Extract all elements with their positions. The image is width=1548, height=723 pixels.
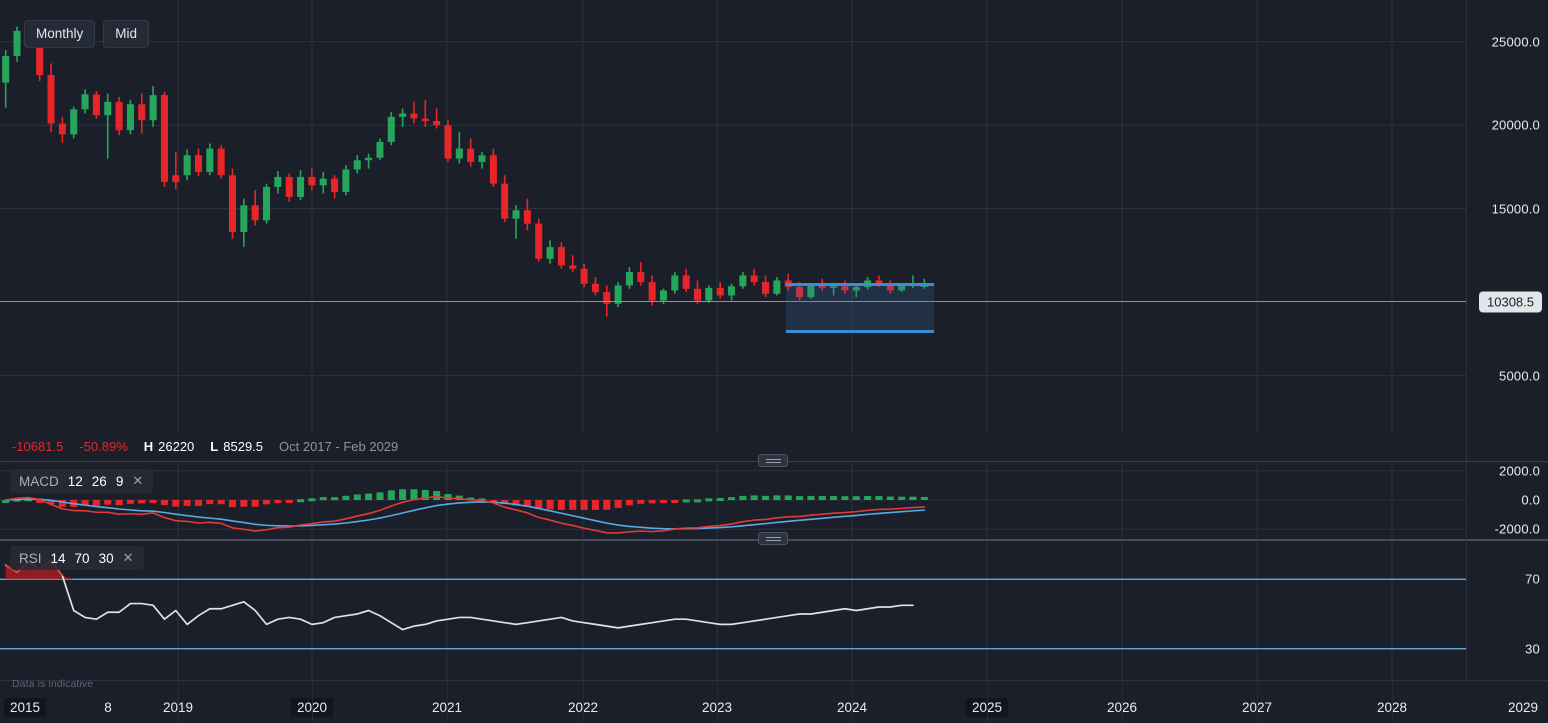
grid-line bbox=[447, 680, 448, 723]
macd-axis-tick: 2000.0 bbox=[1499, 463, 1540, 479]
candlestick-canvas bbox=[0, 0, 1466, 434]
rsi-canvas bbox=[0, 541, 1466, 680]
grid-line bbox=[583, 680, 584, 723]
chart-toolbar: Monthly Mid bbox=[24, 20, 150, 48]
data-disclaimer: Data is indicative bbox=[12, 678, 94, 690]
low-value: 8529.5 bbox=[223, 439, 264, 454]
time-axis-tick[interactable]: 2015 bbox=[4, 698, 47, 717]
macd-legend[interactable]: MACD 12 26 9 ✕ bbox=[10, 469, 154, 493]
rsi-param-period[interactable]: 14 bbox=[50, 550, 66, 566]
macd-param-slow[interactable]: 26 bbox=[91, 473, 107, 489]
price-info-bar: -10681.5 -50.89% H 26220 L 8529.5 Oct 20… bbox=[12, 439, 414, 454]
macd-axis-tick: 0.0 bbox=[1521, 492, 1540, 508]
high-value: 26220 bbox=[158, 439, 195, 454]
current-price-tag[interactable]: 10308.5 bbox=[1479, 291, 1542, 313]
change-absolute: -10681.5 bbox=[12, 439, 64, 454]
price-axis[interactable]: 25000.0 20000.0 15000.0 5000.0 2000.0 0.0 -200… bbox=[1466, 0, 1548, 680]
grid-line bbox=[312, 680, 313, 723]
date-range: Oct 2017 - Feb 2029 bbox=[279, 439, 399, 454]
pane-resize-handle-rsi[interactable] bbox=[758, 532, 788, 545]
macd-param-signal[interactable]: 9 bbox=[115, 473, 124, 489]
macd-pane[interactable] bbox=[0, 462, 1466, 538]
time-axis-border bbox=[0, 680, 1548, 681]
axis-separator bbox=[1466, 0, 1467, 680]
rsi-pane[interactable] bbox=[0, 541, 1466, 680]
time-axis-tick-mark bbox=[30, 680, 31, 690]
rsi-axis-tick: 30 bbox=[1525, 641, 1540, 657]
timeframe-button[interactable]: Monthly bbox=[24, 20, 96, 48]
price-pane[interactable] bbox=[0, 0, 1466, 434]
price-axis-tick: 25000.0 bbox=[1491, 34, 1540, 50]
time-axis[interactable]: 2015820192020202120222023202420252026202… bbox=[0, 680, 1548, 723]
grid-line bbox=[178, 680, 179, 723]
macd-canvas bbox=[0, 462, 1466, 538]
pane-resize-handle-macd[interactable] bbox=[758, 454, 788, 467]
grid-line bbox=[717, 680, 718, 723]
rsi-param-oversold[interactable]: 30 bbox=[98, 550, 114, 566]
grid-line bbox=[1392, 680, 1393, 723]
high-label: H bbox=[143, 439, 154, 454]
grid-line bbox=[852, 680, 853, 723]
low-label: L bbox=[210, 439, 219, 454]
price-axis-tick: 20000.0 bbox=[1491, 117, 1540, 133]
time-axis-tick[interactable]: 8 bbox=[104, 700, 112, 715]
rsi-legend[interactable]: RSI 14 70 30 ✕ bbox=[10, 546, 144, 570]
price-axis-tick: 15000.0 bbox=[1491, 201, 1540, 217]
grid-line bbox=[987, 680, 988, 723]
change-percent: -50.89% bbox=[79, 439, 128, 454]
price-type-button[interactable]: Mid bbox=[103, 20, 150, 48]
time-axis-tick[interactable]: 2029 bbox=[1507, 700, 1538, 715]
rsi-axis-tick: 70 bbox=[1525, 571, 1540, 587]
grid-line bbox=[1122, 680, 1123, 723]
price-axis-tick: 5000.0 bbox=[1499, 368, 1540, 384]
macd-axis-tick: -2000.0 bbox=[1494, 521, 1540, 537]
current-price-line bbox=[0, 301, 1466, 302]
grid-line bbox=[1257, 680, 1258, 723]
rsi-name: RSI bbox=[19, 550, 42, 566]
rsi-param-overbought[interactable]: 70 bbox=[74, 550, 90, 566]
macd-close-icon[interactable]: ✕ bbox=[132, 473, 144, 488]
rsi-close-icon[interactable]: ✕ bbox=[122, 550, 134, 565]
macd-name: MACD bbox=[19, 473, 59, 489]
macd-param-fast[interactable]: 12 bbox=[67, 473, 83, 489]
